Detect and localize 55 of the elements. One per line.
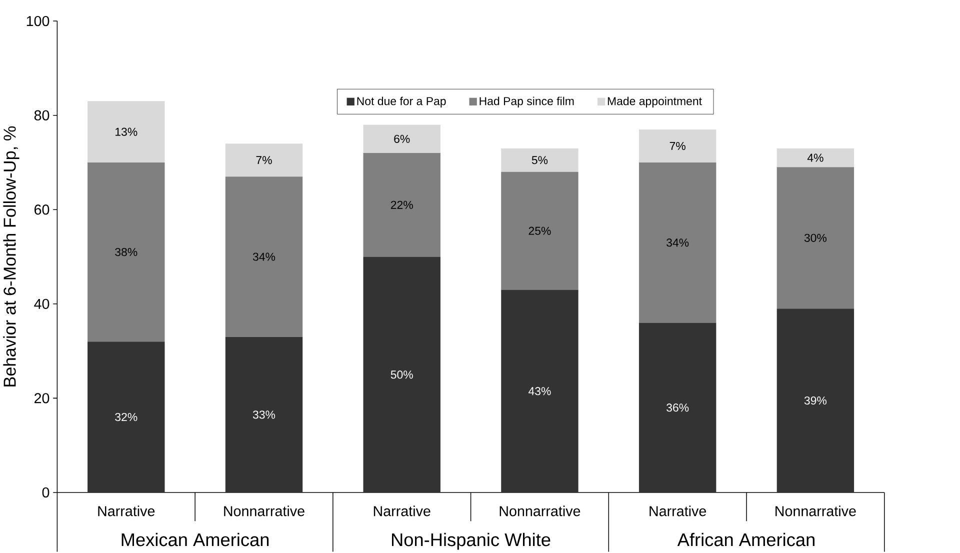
x-tick-label: Narrative (98, 506, 155, 516)
data-label: 22% (390, 200, 413, 209)
bar (638, 162, 716, 323)
data-label: 13% (116, 128, 138, 136)
data-label: 50% (390, 370, 413, 379)
text: African American (677, 532, 814, 546)
data-label: 38% (115, 248, 138, 256)
x-tick-label: Nonnarrative (500, 506, 580, 516)
data-label: 43% (528, 387, 551, 396)
bar (501, 148, 578, 172)
legend-label: Not due for a Pap (357, 96, 446, 108)
data-label: 34% (666, 238, 689, 247)
bar (776, 148, 854, 168)
bar (363, 124, 440, 154)
x-tick-label: Narrative (650, 506, 706, 516)
legend-label: Had Pap since film (480, 96, 574, 108)
bar (88, 342, 165, 492)
data-label: 36% (666, 404, 689, 412)
data-label: 34% (252, 252, 276, 261)
y-tick-label: 40 (34, 298, 50, 309)
y-tick-label: 0 (42, 487, 50, 498)
y-tick-label: 20 (34, 393, 50, 404)
bar (363, 256, 440, 492)
bar (638, 322, 716, 492)
y-tick-label: 80 (34, 110, 50, 120)
bar (363, 153, 440, 257)
bar (638, 129, 716, 162)
bar (776, 308, 854, 492)
bar (225, 336, 303, 492)
data-label: 6% (394, 134, 410, 143)
y-axis-title: Behavior at 6-Month Follow-Up, % (3, 126, 20, 386)
bar (88, 162, 165, 342)
y-tick-label: 60 (34, 204, 50, 215)
data-label: 7% (256, 156, 272, 164)
data-label: 32% (115, 412, 138, 422)
bar (88, 101, 165, 162)
text: Mexican American (122, 532, 269, 546)
bar (501, 290, 578, 492)
x-tick-label: Nonnarrative (776, 506, 856, 516)
bar (776, 167, 854, 309)
data-label: 30% (804, 234, 827, 242)
bar (225, 176, 303, 337)
data-label: 4% (807, 154, 824, 162)
data-label: 33% (252, 410, 276, 419)
bar (501, 172, 578, 290)
x-tick-label: Narrative (374, 506, 430, 516)
data-label: 39% (804, 396, 827, 405)
data-label: 7% (670, 142, 686, 150)
legend-label: Made appointment (608, 96, 702, 108)
x-tick-label: Nonnarrative (224, 506, 304, 516)
bar (225, 144, 303, 177)
data-label: 5% (532, 156, 548, 164)
data-label: 25% (528, 226, 551, 235)
text: Non-Hispanic White (392, 532, 550, 550)
y-tick-label: 100 (26, 16, 50, 26)
